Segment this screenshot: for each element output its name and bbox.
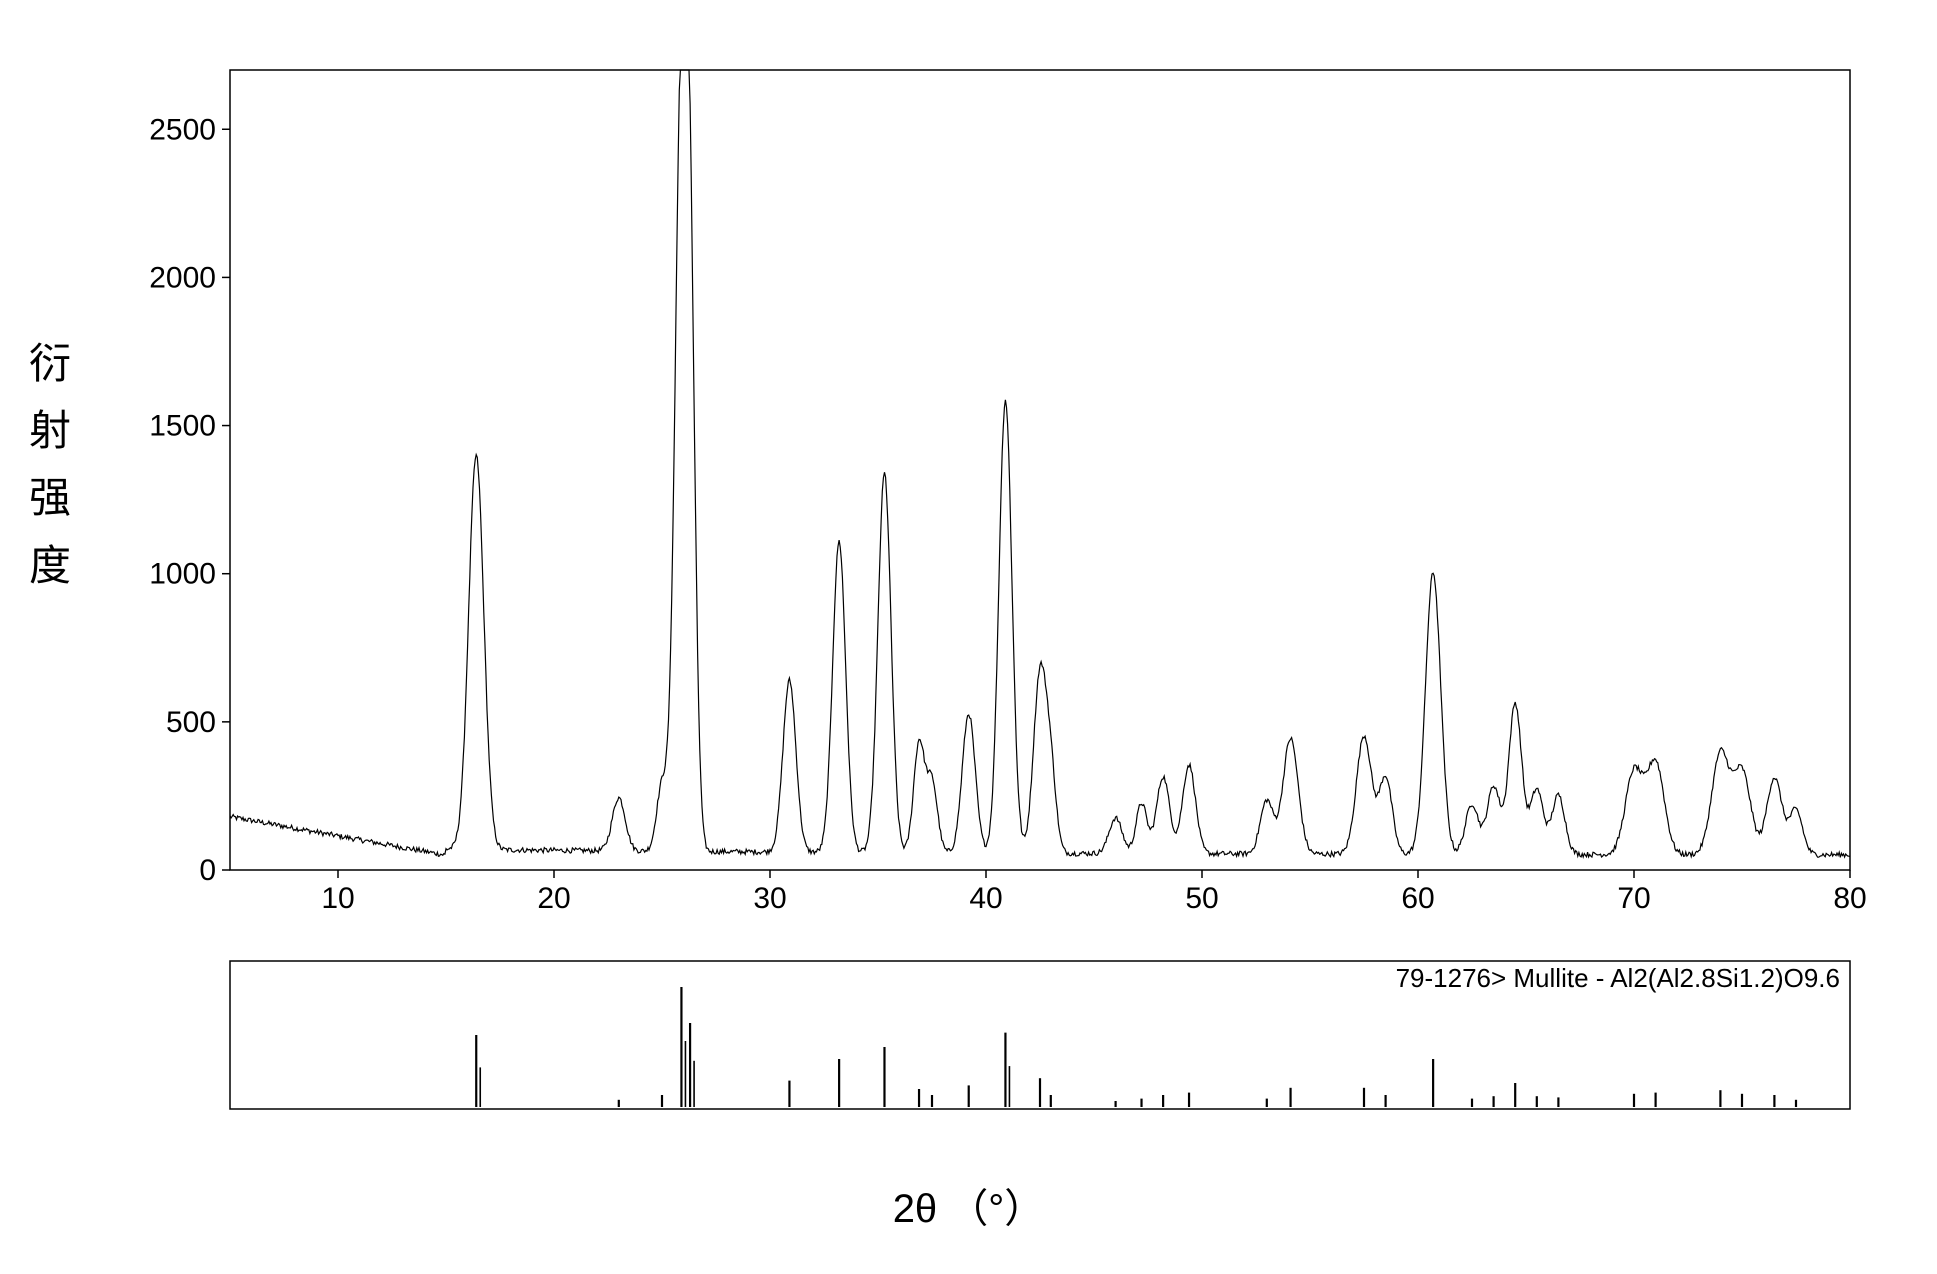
svg-text:80: 80 bbox=[1833, 882, 1866, 915]
svg-text:500: 500 bbox=[166, 706, 216, 739]
main-xrd-chart: 0 500 1000 1500 2000 2500 10 20 30 40 50 60 70 80 bbox=[150, 60, 1870, 925]
svg-text:60: 60 bbox=[1401, 882, 1434, 915]
y-axis-label: 衍 射 强 度 bbox=[20, 330, 80, 599]
svg-text:20: 20 bbox=[537, 882, 570, 915]
svg-text:40: 40 bbox=[969, 882, 1002, 915]
y-axis-label-char: 度 bbox=[20, 532, 80, 599]
main-chart-svg: 0 500 1000 1500 2000 2500 10 20 30 40 50 60 70 80 bbox=[150, 60, 1870, 925]
x-axis-label: 2θ （°） bbox=[0, 1176, 1937, 1234]
svg-text:0: 0 bbox=[199, 854, 216, 887]
svg-text:70: 70 bbox=[1617, 882, 1650, 915]
svg-text:2000: 2000 bbox=[150, 261, 216, 294]
svg-text:50: 50 bbox=[1185, 882, 1218, 915]
svg-text:1500: 1500 bbox=[150, 410, 216, 443]
reference-pattern: 79-1276> Mullite - Al2(Al2.8Si1.2)O9.6 bbox=[150, 955, 1870, 1115]
svg-text:30: 30 bbox=[753, 882, 786, 915]
y-axis-label-char: 衍 bbox=[20, 330, 80, 397]
y-axis-label-char: 射 bbox=[20, 397, 80, 464]
y-axis-label-char: 强 bbox=[20, 464, 80, 531]
svg-text:2500: 2500 bbox=[150, 113, 216, 146]
svg-text:1000: 1000 bbox=[150, 558, 216, 591]
page: 衍 射 强 度 0 500 1000 1500 2000 2500 10 20 30 40 50 60… bbox=[0, 0, 1937, 1274]
reference-svg: 79-1276> Mullite - Al2(Al2.8Si1.2)O9.6 bbox=[150, 955, 1870, 1115]
svg-text:79-1276> Mullite - Al2(Al2.8Si: 79-1276> Mullite - Al2(Al2.8Si1.2)O9.6 bbox=[1396, 963, 1840, 993]
svg-text:10: 10 bbox=[321, 882, 354, 915]
